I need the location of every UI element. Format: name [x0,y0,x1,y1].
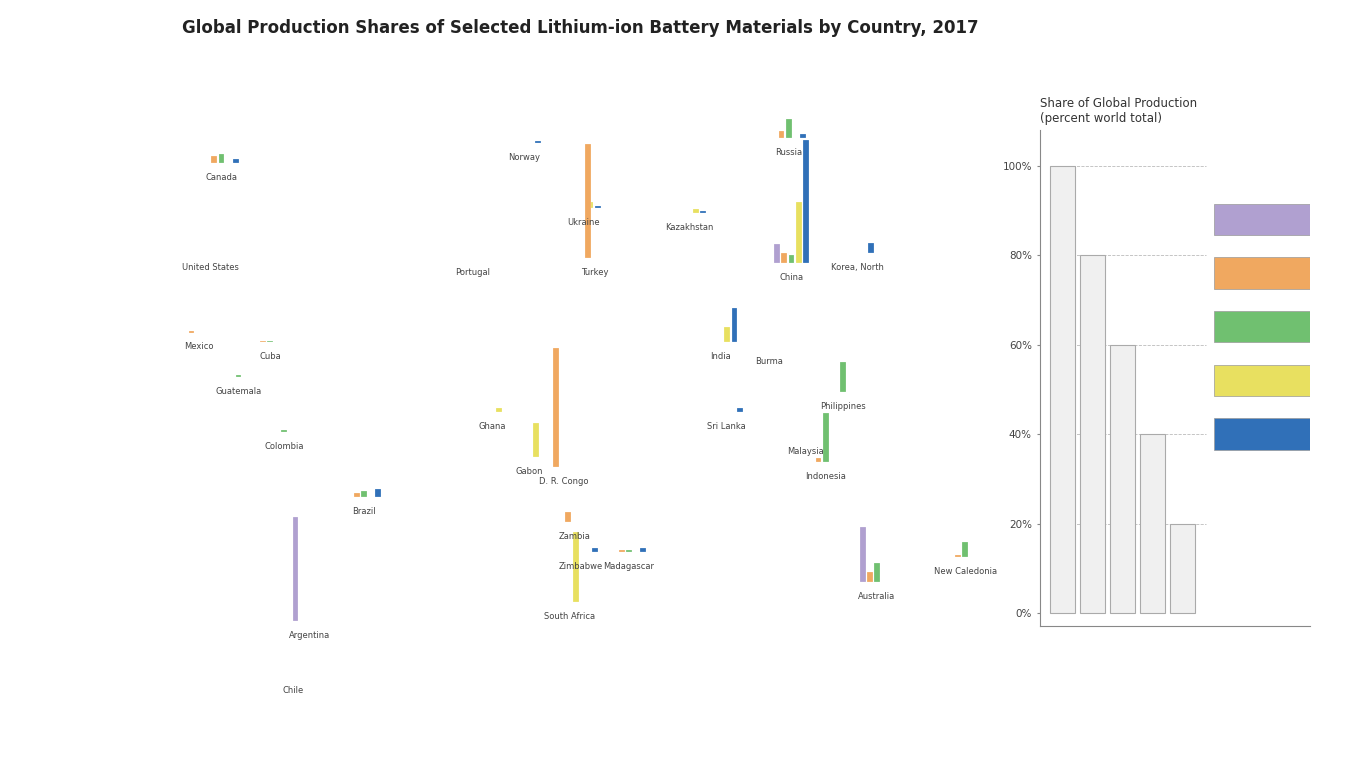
Bar [554,348,559,467]
Bar [867,572,872,581]
Bar [815,458,821,462]
FancyBboxPatch shape [1214,419,1335,450]
Bar [267,341,273,342]
Bar [232,160,239,163]
Bar [795,202,802,263]
Text: New Caledonia: New Caledonia [934,567,996,576]
Text: South Africa: South Africa [544,611,595,620]
Text: Mexico: Mexico [184,342,213,351]
Bar [701,211,706,213]
Bar [189,331,194,332]
Bar [261,341,266,342]
Bar [779,131,784,138]
Bar [1110,345,1135,613]
Bar [587,202,594,208]
Bar [782,254,787,263]
Text: Global Production Shares of Selected Lithium-ion Battery Materials by Country, 2: Global Production Shares of Selected Lit… [182,19,979,37]
Bar [775,244,780,263]
Text: Indonesia: Indonesia [806,472,846,481]
Bar [375,490,381,497]
Bar [803,140,809,263]
Bar [535,141,541,143]
Bar [693,209,699,213]
Bar [626,550,632,552]
Text: India: India [710,352,730,361]
Bar [1050,166,1075,613]
Bar [963,542,968,557]
Text: Brazil: Brazil [352,507,375,516]
Bar [801,134,806,138]
Bar [786,119,791,138]
Text: Burma: Burma [755,358,783,367]
Text: Australia: Australia [859,591,895,601]
Text: Zimbabwe: Zimbabwe [559,562,602,571]
Text: Share of Global Production
(percent world total): Share of Global Production (percent worl… [1040,96,1196,125]
Text: Kazakhstan: Kazakhstan [664,223,713,232]
Text: Ukraine: Ukraine [567,218,599,227]
Bar [281,430,288,432]
Bar [497,409,502,413]
Bar [360,491,367,497]
Text: Madagascar: Madagascar [603,562,655,571]
FancyBboxPatch shape [1214,204,1335,235]
Text: Cuba: Cuba [259,352,281,361]
Bar [860,526,865,581]
Bar [873,563,880,581]
Text: Chile: Chile [282,686,304,695]
Text: Canada: Canada [205,173,238,182]
Bar [564,513,571,522]
Bar [293,517,298,621]
Text: Turkey: Turkey [580,267,609,277]
Bar [533,423,539,457]
FancyBboxPatch shape [1214,257,1335,289]
Bar [725,327,730,342]
Bar [236,375,242,377]
Bar [219,154,224,163]
Text: Malaysia: Malaysia [787,447,824,456]
Bar [212,156,217,163]
Bar [868,243,875,253]
FancyBboxPatch shape [1214,364,1335,396]
Bar [1170,523,1195,613]
Bar [585,144,591,257]
Bar [640,548,647,552]
Text: United States: United States [182,263,239,272]
FancyBboxPatch shape [1214,311,1335,342]
Text: Gabon: Gabon [516,467,543,476]
Bar [788,255,794,263]
Bar [574,532,579,601]
Bar [1080,255,1104,613]
Bar [595,206,601,208]
Bar [1141,434,1165,613]
Text: Colombia: Colombia [265,442,304,451]
Bar [620,550,625,552]
Text: Korea, North: Korea, North [830,263,883,272]
Bar [732,309,737,342]
Text: Zambia: Zambia [559,532,591,541]
Text: Portugal: Portugal [455,267,490,277]
Text: Ghana: Ghana [478,422,506,431]
Text: China: China [779,273,803,282]
Text: Philippines: Philippines [819,403,865,411]
Text: Argentina: Argentina [289,632,331,640]
Bar [956,555,961,557]
Bar [840,362,845,392]
Bar [354,493,359,497]
Bar [822,413,829,462]
Text: Norway: Norway [508,153,540,162]
Bar [591,548,598,552]
Text: D. R. Congo: D. R. Congo [539,477,589,486]
Text: Guatemala: Guatemala [216,387,262,397]
Bar [737,409,742,413]
Text: Sri Lanka: Sri Lanka [706,422,745,431]
Text: Russia: Russia [775,148,802,157]
